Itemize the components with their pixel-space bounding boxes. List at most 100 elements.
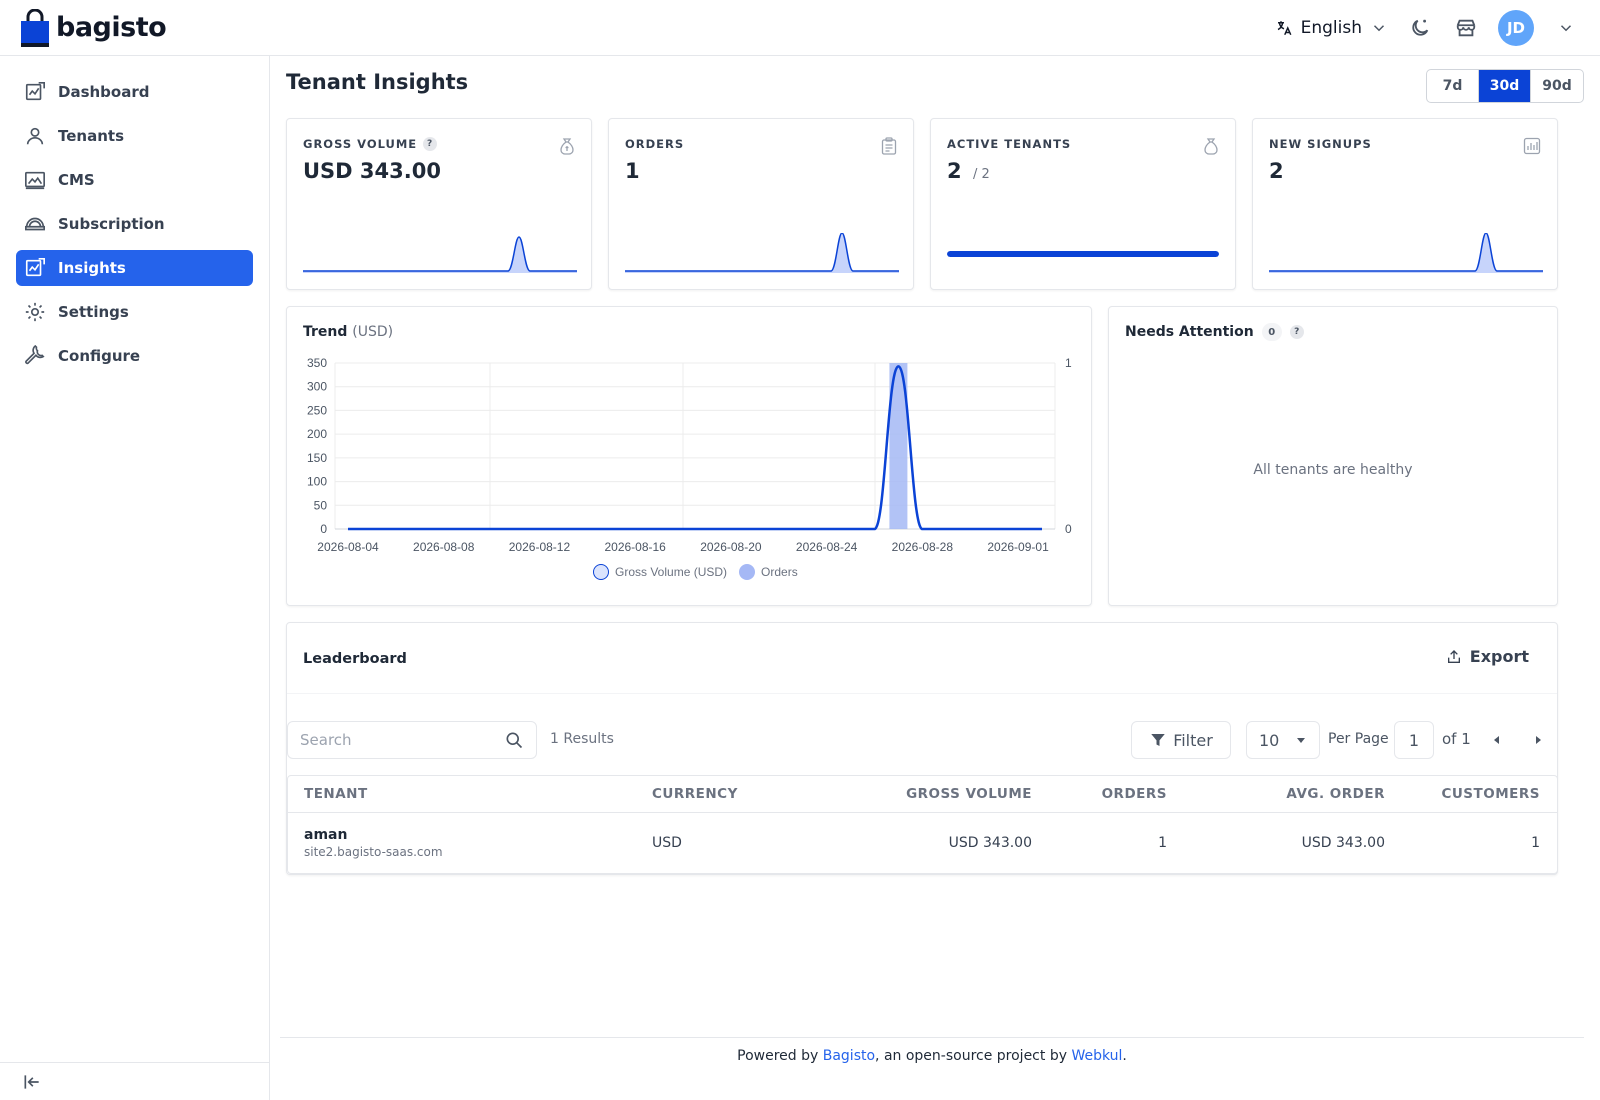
search-input[interactable] <box>300 731 504 749</box>
progress-fill <box>947 251 1219 257</box>
search-icon[interactable] <box>504 730 524 750</box>
insights-icon <box>25 258 45 277</box>
clipboard-icon <box>881 137 897 159</box>
bagisto-link[interactable]: Bagisto <box>822 1048 876 1064</box>
x-tick-label: 2026-08-24 <box>796 540 858 554</box>
cell-gross-volume: USD 343.00 <box>948 835 1032 851</box>
column-header[interactable]: CURRENCY <box>652 786 738 802</box>
export-icon <box>1447 649 1460 663</box>
kpi-active-tenants: ACTIVE TENANTS 2 / 2 <box>930 118 1236 290</box>
signups-sparkline <box>1269 233 1543 273</box>
export-label: Export <box>1469 647 1529 666</box>
footer-suffix: . <box>1122 1048 1127 1064</box>
gross-volume-line <box>348 365 1043 531</box>
divider <box>287 693 1557 694</box>
cms-icon <box>25 171 45 190</box>
x-tick-label: 2026-08-04 <box>317 540 379 554</box>
per-page-label: Per Page <box>1328 731 1389 747</box>
sidebar: Dashboard Tenants CMS Subscription Insig… <box>0 56 270 1100</box>
export-button[interactable]: Export <box>1446 647 1529 666</box>
sidebar-item-label: Configure <box>58 347 141 365</box>
range-90d-button[interactable]: 90d <box>1542 78 1572 94</box>
leaderboard-title: Leaderboard <box>303 651 407 667</box>
chevron-down-icon <box>1373 24 1385 31</box>
x-tick-label: 2026-08-20 <box>700 540 762 554</box>
kpi-orders: ORDERS 1 <box>608 118 914 290</box>
sidebar-item-settings[interactable]: Settings <box>16 294 253 330</box>
user-icon <box>26 127 44 145</box>
tenant-name: aman <box>304 827 348 843</box>
sidebar-item-label: Subscription <box>58 215 165 233</box>
needs-attention-card: Needs Attention 0 ? All tenants are heal… <box>1108 306 1558 606</box>
y-tick-label: 150 <box>307 451 327 465</box>
webkul-link[interactable]: Webkul <box>1071 1048 1123 1064</box>
avatar[interactable]: JD <box>1498 9 1534 46</box>
kpi-label: NEW SIGNUPS <box>1269 137 1372 151</box>
chevron-down-icon[interactable] <box>1552 14 1580 42</box>
range-30d-button[interactable]: 30d <box>1479 70 1531 102</box>
attention-count-badge: 0 <box>1261 323 1282 341</box>
column-header[interactable]: ORDERS <box>1101 786 1167 802</box>
sidebar-item-label: Dashboard <box>58 83 150 101</box>
y-tick-label: 0 <box>320 522 327 536</box>
y-tick-label: 100 <box>307 475 327 489</box>
kpi-label: ORDERS <box>625 137 685 151</box>
prev-page-icon[interactable] <box>1488 731 1506 749</box>
sidebar-item-dashboard[interactable]: Dashboard <box>16 74 253 110</box>
column-header[interactable]: CUSTOMERS <box>1441 786 1540 802</box>
legend-swatch-orders[interactable] <box>739 564 756 580</box>
trend-title: Trend <box>303 324 348 340</box>
top-header: bagisto English JD <box>0 0 1600 56</box>
kpi-gross-volume: GROSS VOLUME ? USD 343.00 <box>286 118 592 290</box>
language-label: English <box>1300 17 1362 38</box>
store-icon[interactable] <box>1452 14 1480 42</box>
table-header: TENANT CURRENCY GROSS VOLUME ORDERS AVG.… <box>288 776 1557 813</box>
translate-icon <box>1277 20 1292 35</box>
legend-label: Orders <box>761 565 798 579</box>
filter-label: Filter <box>1173 730 1213 750</box>
footer-prefix: Powered by <box>737 1048 819 1064</box>
cell-currency: USD <box>652 835 682 851</box>
sidebar-item-configure[interactable]: Configure <box>16 338 253 374</box>
column-header[interactable]: AVG. ORDER <box>1286 786 1385 802</box>
y-tick-label: 250 <box>307 403 327 417</box>
language-selector[interactable]: English <box>1275 18 1388 38</box>
orders-sparkline <box>625 233 899 273</box>
y-tick-label: 50 <box>314 498 328 512</box>
sidebar-item-tenants[interactable]: Tenants <box>16 118 253 154</box>
next-page-icon[interactable] <box>1529 731 1547 749</box>
trend-chart: 0 50 100 150 200 250 300 350 0 1 2026-08-04 2026-08… <box>307 356 1072 554</box>
filter-button[interactable]: Filter <box>1131 721 1231 759</box>
legend-swatch-gross-volume[interactable] <box>593 564 609 580</box>
help-icon[interactable]: ? <box>1289 325 1304 339</box>
kpi-sub: / 2 <box>972 167 990 182</box>
brand-logo[interactable]: bagisto <box>20 8 167 47</box>
help-icon[interactable]: ? <box>423 137 438 151</box>
moon-icon[interactable] <box>1406 14 1434 42</box>
range-selector: 7d 30d 90d <box>1426 69 1584 103</box>
range-7d-button[interactable]: 7d <box>1427 70 1479 102</box>
y-tick-label: 350 <box>307 356 327 370</box>
attention-title: Needs Attention <box>1125 324 1254 340</box>
column-header[interactable]: TENANT <box>304 786 368 802</box>
per-page-value: 10 <box>1259 730 1280 750</box>
kpi-value: 2 <box>1269 159 1284 183</box>
sidebar-item-label: Insights <box>58 259 126 277</box>
per-page-select[interactable]: 10 <box>1246 721 1320 759</box>
kpi-label: GROSS VOLUME <box>303 137 418 151</box>
chart-legend: Gross Volume (USD) Orders <box>593 564 798 580</box>
table-row[interactable]: aman site2.bagisto-saas.com USD USD 343.… <box>288 813 1557 873</box>
brand-name: bagisto <box>56 12 167 43</box>
sidebar-item-cms[interactable]: CMS <box>16 162 253 198</box>
trend-card: Trend (USD) 0 50 100 150 200 250 300 350 0 1 2026-… <box>286 306 1092 606</box>
wrench-icon <box>25 345 45 365</box>
collapse-sidebar-button[interactable] <box>0 1062 270 1100</box>
page-number-input[interactable]: 1 <box>1394 721 1434 759</box>
kpi-value: 1 <box>625 159 640 183</box>
sidebar-item-insights[interactable]: Insights <box>16 250 253 286</box>
sidebar-item-subscription[interactable]: Subscription <box>16 206 253 242</box>
leaderboard-table: TENANT CURRENCY GROSS VOLUME ORDERS AVG.… <box>287 775 1558 874</box>
money-bag-icon <box>1203 137 1219 159</box>
column-header[interactable]: GROSS VOLUME <box>906 786 1032 802</box>
filter-icon <box>1151 734 1165 746</box>
